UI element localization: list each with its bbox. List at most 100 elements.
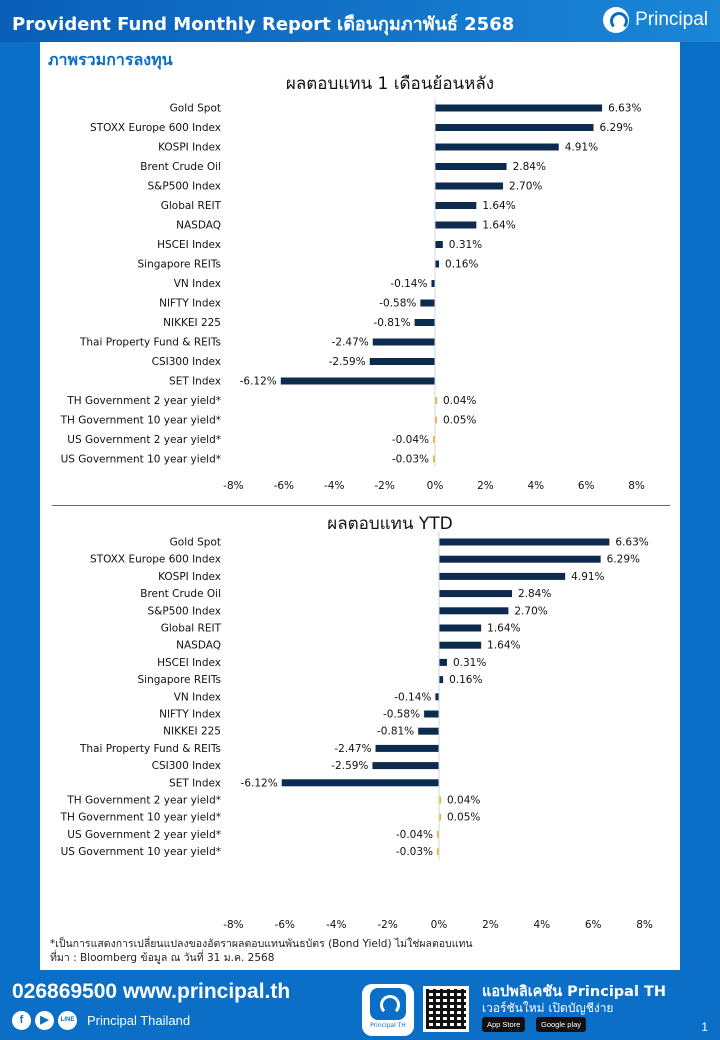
report-header: Provident Fund Monthly Report เดือนกุมภา… <box>0 0 720 42</box>
category-label: US Government 10 year yield* <box>61 846 221 858</box>
app-icon[interactable]: Principal TH <box>362 984 414 1036</box>
bar <box>439 590 512 598</box>
category-label: HSCEI Index <box>157 657 221 669</box>
bar <box>439 796 441 804</box>
qr-code <box>423 986 469 1032</box>
category-label: Thai Property Fund & REITs <box>79 743 221 755</box>
tick-label: 8% <box>628 480 645 492</box>
bar <box>435 260 440 268</box>
data-label: 0.31% <box>453 657 486 669</box>
data-label: -0.14% <box>390 278 427 290</box>
bar <box>375 744 439 752</box>
bar <box>435 143 559 151</box>
bar <box>435 221 477 229</box>
category-label: Gold Spot <box>170 103 221 115</box>
footer: 026869500 www.principal.th f ▶ LINE Prin… <box>0 972 720 1040</box>
principal-logo-icon <box>603 7 630 33</box>
category-label: STOXX Europe 600 Index <box>90 554 221 566</box>
category-label: S&P500 Index <box>148 605 221 617</box>
contact-phone-website[interactable]: 026869500 www.principal.th <box>12 980 291 1003</box>
data-label: 0.05% <box>447 812 480 824</box>
bar <box>433 455 435 463</box>
category-label: STOXX Europe 600 Index <box>90 122 221 134</box>
bar <box>435 124 594 131</box>
chart-title: ผลตอบแทน YTD <box>327 514 452 534</box>
brand-name: Principal <box>635 9 708 30</box>
tick-label: 0% <box>427 480 444 492</box>
bar <box>369 358 435 365</box>
facebook-icon[interactable]: f <box>12 1011 31 1030</box>
category-label: SET Index <box>169 376 221 388</box>
category-label: Brent Crude Oil <box>140 588 221 600</box>
category-label: NIKKEI 225 <box>163 317 221 329</box>
bar <box>431 280 435 287</box>
data-label: 2.84% <box>518 588 551 600</box>
bar <box>437 848 439 856</box>
tick-label: 2% <box>477 480 494 492</box>
tick-label: -8% <box>223 919 243 931</box>
tick-label: 2% <box>482 919 499 931</box>
data-label: 2.70% <box>509 181 542 193</box>
bar <box>439 538 610 546</box>
data-label: -0.04% <box>396 829 433 841</box>
tick-label: -4% <box>324 480 344 492</box>
bar <box>418 727 439 735</box>
category-label: S&P500 Index <box>148 181 221 193</box>
data-label: 2.84% <box>513 161 546 173</box>
category-label: Global REIT <box>161 623 222 635</box>
data-label: -2.59% <box>329 356 366 368</box>
category-label: NIFTY Index <box>159 298 221 310</box>
data-label: -0.81% <box>377 726 414 738</box>
bar <box>433 436 435 443</box>
data-label: 6.29% <box>607 554 640 566</box>
data-label: -0.58% <box>383 709 420 721</box>
tick-label: -8% <box>223 480 243 492</box>
category-label: Gold Spot <box>170 537 221 549</box>
bar <box>439 555 601 563</box>
category-label: US Government 2 year yield* <box>67 829 221 841</box>
bar <box>439 658 447 666</box>
bar <box>439 607 509 615</box>
chart-1-month-return: ผลตอบแทน 1 เดือนย้อนหลัง Gold Spot 6.63% ST… <box>60 74 645 492</box>
app-store-badge[interactable]: App Store <box>482 1017 526 1032</box>
bar <box>420 299 435 307</box>
bar <box>439 813 441 821</box>
bar <box>281 779 439 787</box>
social-links: f ▶ LINE Principal Thailand <box>12 1011 190 1030</box>
tick-label: 4% <box>527 480 544 492</box>
category-label: TH Government 10 year yield* <box>60 812 221 824</box>
bar <box>435 202 477 209</box>
data-label: 1.64% <box>487 640 520 652</box>
bar <box>435 416 437 424</box>
chart-title: ผลตอบแทน 1 เดือนย้อนหลัง <box>286 74 494 94</box>
data-label: -0.81% <box>373 317 410 329</box>
tick-label: 0% <box>431 919 448 931</box>
data-label: -6.12% <box>240 376 277 388</box>
bar <box>372 762 439 770</box>
bar <box>435 397 437 404</box>
data-label: 6.63% <box>615 537 648 549</box>
data-label: 0.04% <box>443 395 476 407</box>
page-number: 1 <box>701 1020 708 1034</box>
app-subtitle: เวอร์ชันใหม่ เปิดบัญชีง่าย <box>482 1001 614 1015</box>
category-label: CSI300 Index <box>152 760 221 772</box>
data-label: -2.47% <box>334 743 371 755</box>
category-label: NASDAQ <box>176 640 221 652</box>
category-label: US Government 2 year yield* <box>67 434 221 446</box>
tick-label: -6% <box>274 480 294 492</box>
tick-label: -2% <box>374 480 394 492</box>
data-label: 4.91% <box>571 571 604 583</box>
bar <box>439 624 482 632</box>
bar <box>435 693 439 701</box>
chart-ytd-return: ผลตอบแทน YTD Gold Spot 6.63% STOXX Europe 6… <box>60 514 653 931</box>
category-label: KOSPI Index <box>158 142 221 154</box>
category-label: Brent Crude Oil <box>140 161 221 173</box>
category-label: CSI300 Index <box>152 356 221 368</box>
category-label: Global REIT <box>161 200 222 212</box>
data-label: 0.31% <box>449 239 482 251</box>
tick-label: -6% <box>275 919 295 931</box>
line-icon[interactable]: LINE <box>58 1011 77 1030</box>
tick-label: -4% <box>326 919 346 931</box>
google-play-badge[interactable]: Google play <box>536 1017 587 1032</box>
youtube-icon[interactable]: ▶ <box>35 1011 54 1030</box>
